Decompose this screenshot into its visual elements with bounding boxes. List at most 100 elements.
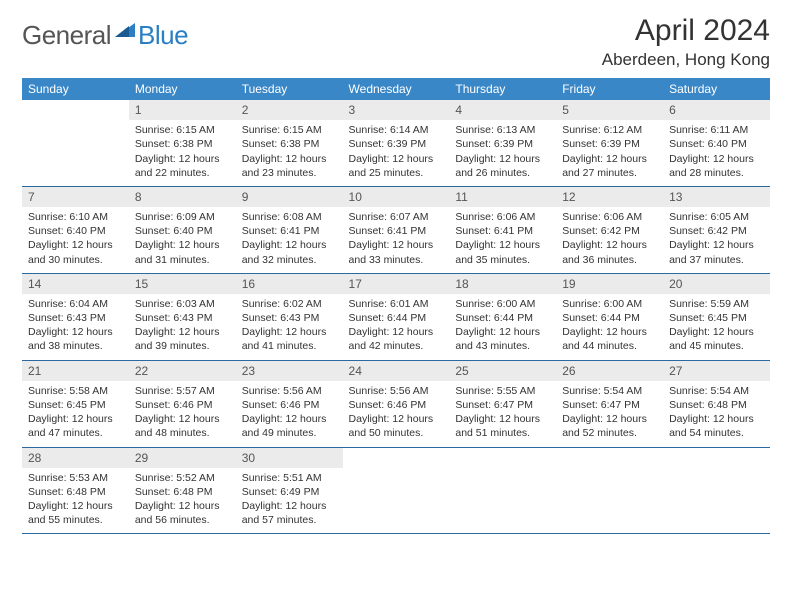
calendar-table: Sunday Monday Tuesday Wednesday Thursday… (22, 78, 770, 534)
calendar-cell: 23Sunrise: 5:56 AM Sunset: 6:46 PM Dayli… (236, 360, 343, 447)
day-detail: Sunrise: 6:01 AM Sunset: 6:44 PM Dayligh… (349, 297, 444, 354)
day-number: 21 (22, 361, 129, 381)
calendar-cell: 7 Sunrise: 6:10 AM Sunset: 6:40 PM Daylig… (22, 186, 129, 273)
calendar-cell: 2 Sunrise: 6:15 AM Sunset: 6:38 PM Daylig… (236, 100, 343, 186)
day-number: 20 (663, 274, 770, 294)
brand-logo: General Blue (22, 14, 188, 51)
day-number: 7 (22, 187, 129, 207)
calendar-cell: 28Sunrise: 5:53 AM Sunset: 6:48 PM Dayli… (22, 447, 129, 534)
calendar-row: 21 Sunrise: 5:58 AM Sunset: 6:45 PM Dayli… (22, 360, 770, 447)
calendar-cell (449, 447, 556, 534)
day-detail: Sunrise: 6:08 AM Sunset: 6:41 PM Dayligh… (242, 210, 337, 267)
day-detail: Sunrise: 6:15 AM Sunset: 6:38 PM Dayligh… (242, 123, 337, 180)
calendar-cell: 10 Sunrise: 6:07 AM Sunset: 6:41 PM Dayli… (343, 186, 450, 273)
calendar-cell: 14 Sunrise: 6:04 AM Sunset: 6:43 PM Dayli… (22, 273, 129, 360)
calendar-row: 28Sunrise: 5:53 AM Sunset: 6:48 PM Dayli… (22, 447, 770, 534)
day-detail: Sunrise: 6:11 AM Sunset: 6:40 PM Dayligh… (669, 123, 764, 180)
day-detail: Sunrise: 6:06 AM Sunset: 6:42 PM Dayligh… (562, 210, 657, 267)
weekday-header: Monday (129, 78, 236, 100)
day-detail: Sunrise: 6:04 AM Sunset: 6:43 PM Dayligh… (28, 297, 123, 354)
calendar-row: 7 Sunrise: 6:10 AM Sunset: 6:40 PM Daylig… (22, 186, 770, 273)
day-number: 30 (236, 448, 343, 468)
day-number: 15 (129, 274, 236, 294)
calendar-cell: 21 Sunrise: 5:58 AM Sunset: 6:45 PM Dayli… (22, 360, 129, 447)
day-number: 25 (449, 361, 556, 381)
calendar-cell: 30 Sunrise: 5:51 AM Sunset: 6:49 PM Dayli… (236, 447, 343, 534)
day-number: 26 (556, 361, 663, 381)
day-detail: Sunrise: 6:10 AM Sunset: 6:40 PM Dayligh… (28, 210, 123, 267)
day-detail: Sunrise: 5:58 AM Sunset: 6:45 PM Dayligh… (28, 384, 123, 441)
day-number: 17 (343, 274, 450, 294)
calendar-cell: 18Sunrise: 6:00 AM Sunset: 6:44 PM Dayli… (449, 273, 556, 360)
day-number: 16 (236, 274, 343, 294)
day-detail: Sunrise: 5:55 AM Sunset: 6:47 PM Dayligh… (455, 384, 550, 441)
weekday-header: Sunday (22, 78, 129, 100)
weekday-header: Wednesday (343, 78, 450, 100)
day-number: 4 (449, 100, 556, 120)
calendar-cell: 5Sunrise: 6:12 AM Sunset: 6:39 PM Daylig… (556, 100, 663, 186)
day-number: 14 (22, 274, 129, 294)
day-detail: Sunrise: 6:07 AM Sunset: 6:41 PM Dayligh… (349, 210, 444, 267)
calendar-cell: 22 Sunrise: 5:57 AM Sunset: 6:46 PM Dayli… (129, 360, 236, 447)
brand-blue: Blue (138, 20, 188, 51)
calendar-cell (343, 447, 450, 534)
day-detail: Sunrise: 6:00 AM Sunset: 6:44 PM Dayligh… (562, 297, 657, 354)
day-detail: Sunrise: 6:12 AM Sunset: 6:39 PM Dayligh… (562, 123, 657, 180)
day-number: 8 (129, 187, 236, 207)
calendar-cell: 3 Sunrise: 6:14 AM Sunset: 6:39 PM Daylig… (343, 100, 450, 186)
title-block: April 2024 Aberdeen, Hong Kong (602, 14, 770, 70)
day-detail: Sunrise: 6:13 AM Sunset: 6:39 PM Dayligh… (455, 123, 550, 180)
page-header: General Blue April 2024 Aberdeen, Hong K… (22, 14, 770, 70)
day-number: 29 (129, 448, 236, 468)
day-number: 2 (236, 100, 343, 120)
calendar-cell: 6 Sunrise: 6:11 AM Sunset: 6:40 PM Daylig… (663, 100, 770, 186)
day-detail: Sunrise: 5:54 AM Sunset: 6:47 PM Dayligh… (562, 384, 657, 441)
day-detail: Sunrise: 6:14 AM Sunset: 6:39 PM Dayligh… (349, 123, 444, 180)
calendar-cell: 27 Sunrise: 5:54 AM Sunset: 6:48 PM Dayli… (663, 360, 770, 447)
calendar-body: 1 Sunrise: 6:15 AM Sunset: 6:38 PM Daylig… (22, 100, 770, 534)
calendar-row: 1 Sunrise: 6:15 AM Sunset: 6:38 PM Daylig… (22, 100, 770, 186)
calendar-cell (663, 447, 770, 534)
day-number: 13 (663, 187, 770, 207)
calendar-cell: 12 Sunrise: 6:06 AM Sunset: 6:42 PM Dayli… (556, 186, 663, 273)
day-detail: Sunrise: 5:51 AM Sunset: 6:49 PM Dayligh… (242, 471, 337, 528)
day-number: 24 (343, 361, 450, 381)
calendar-cell: 29 Sunrise: 5:52 AM Sunset: 6:48 PM Dayli… (129, 447, 236, 534)
day-number: 12 (556, 187, 663, 207)
calendar-cell: 25 Sunrise: 5:55 AM Sunset: 6:47 PM Dayli… (449, 360, 556, 447)
day-detail: Sunrise: 5:52 AM Sunset: 6:48 PM Dayligh… (135, 471, 230, 528)
day-detail: Sunrise: 5:57 AM Sunset: 6:46 PM Dayligh… (135, 384, 230, 441)
calendar-cell: 4 Sunrise: 6:13 AM Sunset: 6:39 PM Daylig… (449, 100, 556, 186)
day-detail: Sunrise: 5:53 AM Sunset: 6:48 PM Dayligh… (28, 471, 123, 528)
location: Aberdeen, Hong Kong (602, 50, 770, 70)
calendar-row: 14 Sunrise: 6:04 AM Sunset: 6:43 PM Dayli… (22, 273, 770, 360)
day-number: 1 (129, 100, 236, 120)
day-detail: Sunrise: 6:05 AM Sunset: 6:42 PM Dayligh… (669, 210, 764, 267)
day-detail: Sunrise: 5:56 AM Sunset: 6:46 PM Dayligh… (242, 384, 337, 441)
calendar-cell: 13 Sunrise: 6:05 AM Sunset: 6:42 PM Dayli… (663, 186, 770, 273)
day-number: 6 (663, 100, 770, 120)
weekday-header-row: Sunday Monday Tuesday Wednesday Thursday… (22, 78, 770, 100)
weekday-header: Friday (556, 78, 663, 100)
day-detail: Sunrise: 6:03 AM Sunset: 6:43 PM Dayligh… (135, 297, 230, 354)
day-detail: Sunrise: 6:02 AM Sunset: 6:43 PM Dayligh… (242, 297, 337, 354)
day-number: 10 (343, 187, 450, 207)
day-number: 22 (129, 361, 236, 381)
day-detail: Sunrise: 6:15 AM Sunset: 6:38 PM Dayligh… (135, 123, 230, 180)
day-detail: Sunrise: 6:06 AM Sunset: 6:41 PM Dayligh… (455, 210, 550, 267)
day-detail: Sunrise: 5:59 AM Sunset: 6:45 PM Dayligh… (669, 297, 764, 354)
day-detail: Sunrise: 5:54 AM Sunset: 6:48 PM Dayligh… (669, 384, 764, 441)
calendar-cell: 20 Sunrise: 5:59 AM Sunset: 6:45 PM Dayli… (663, 273, 770, 360)
day-detail: Sunrise: 6:09 AM Sunset: 6:40 PM Dayligh… (135, 210, 230, 267)
day-detail: Sunrise: 6:00 AM Sunset: 6:44 PM Dayligh… (455, 297, 550, 354)
day-number: 3 (343, 100, 450, 120)
calendar-cell: 19 Sunrise: 6:00 AM Sunset: 6:44 PM Dayli… (556, 273, 663, 360)
calendar-cell: 9Sunrise: 6:08 AM Sunset: 6:41 PM Daylig… (236, 186, 343, 273)
day-number: 27 (663, 361, 770, 381)
weekday-header: Thursday (449, 78, 556, 100)
weekday-header: Saturday (663, 78, 770, 100)
brand-triangle-icon (115, 21, 135, 42)
brand-general: General (22, 20, 111, 51)
calendar-cell: 11Sunrise: 6:06 AM Sunset: 6:41 PM Dayli… (449, 186, 556, 273)
day-number: 19 (556, 274, 663, 294)
